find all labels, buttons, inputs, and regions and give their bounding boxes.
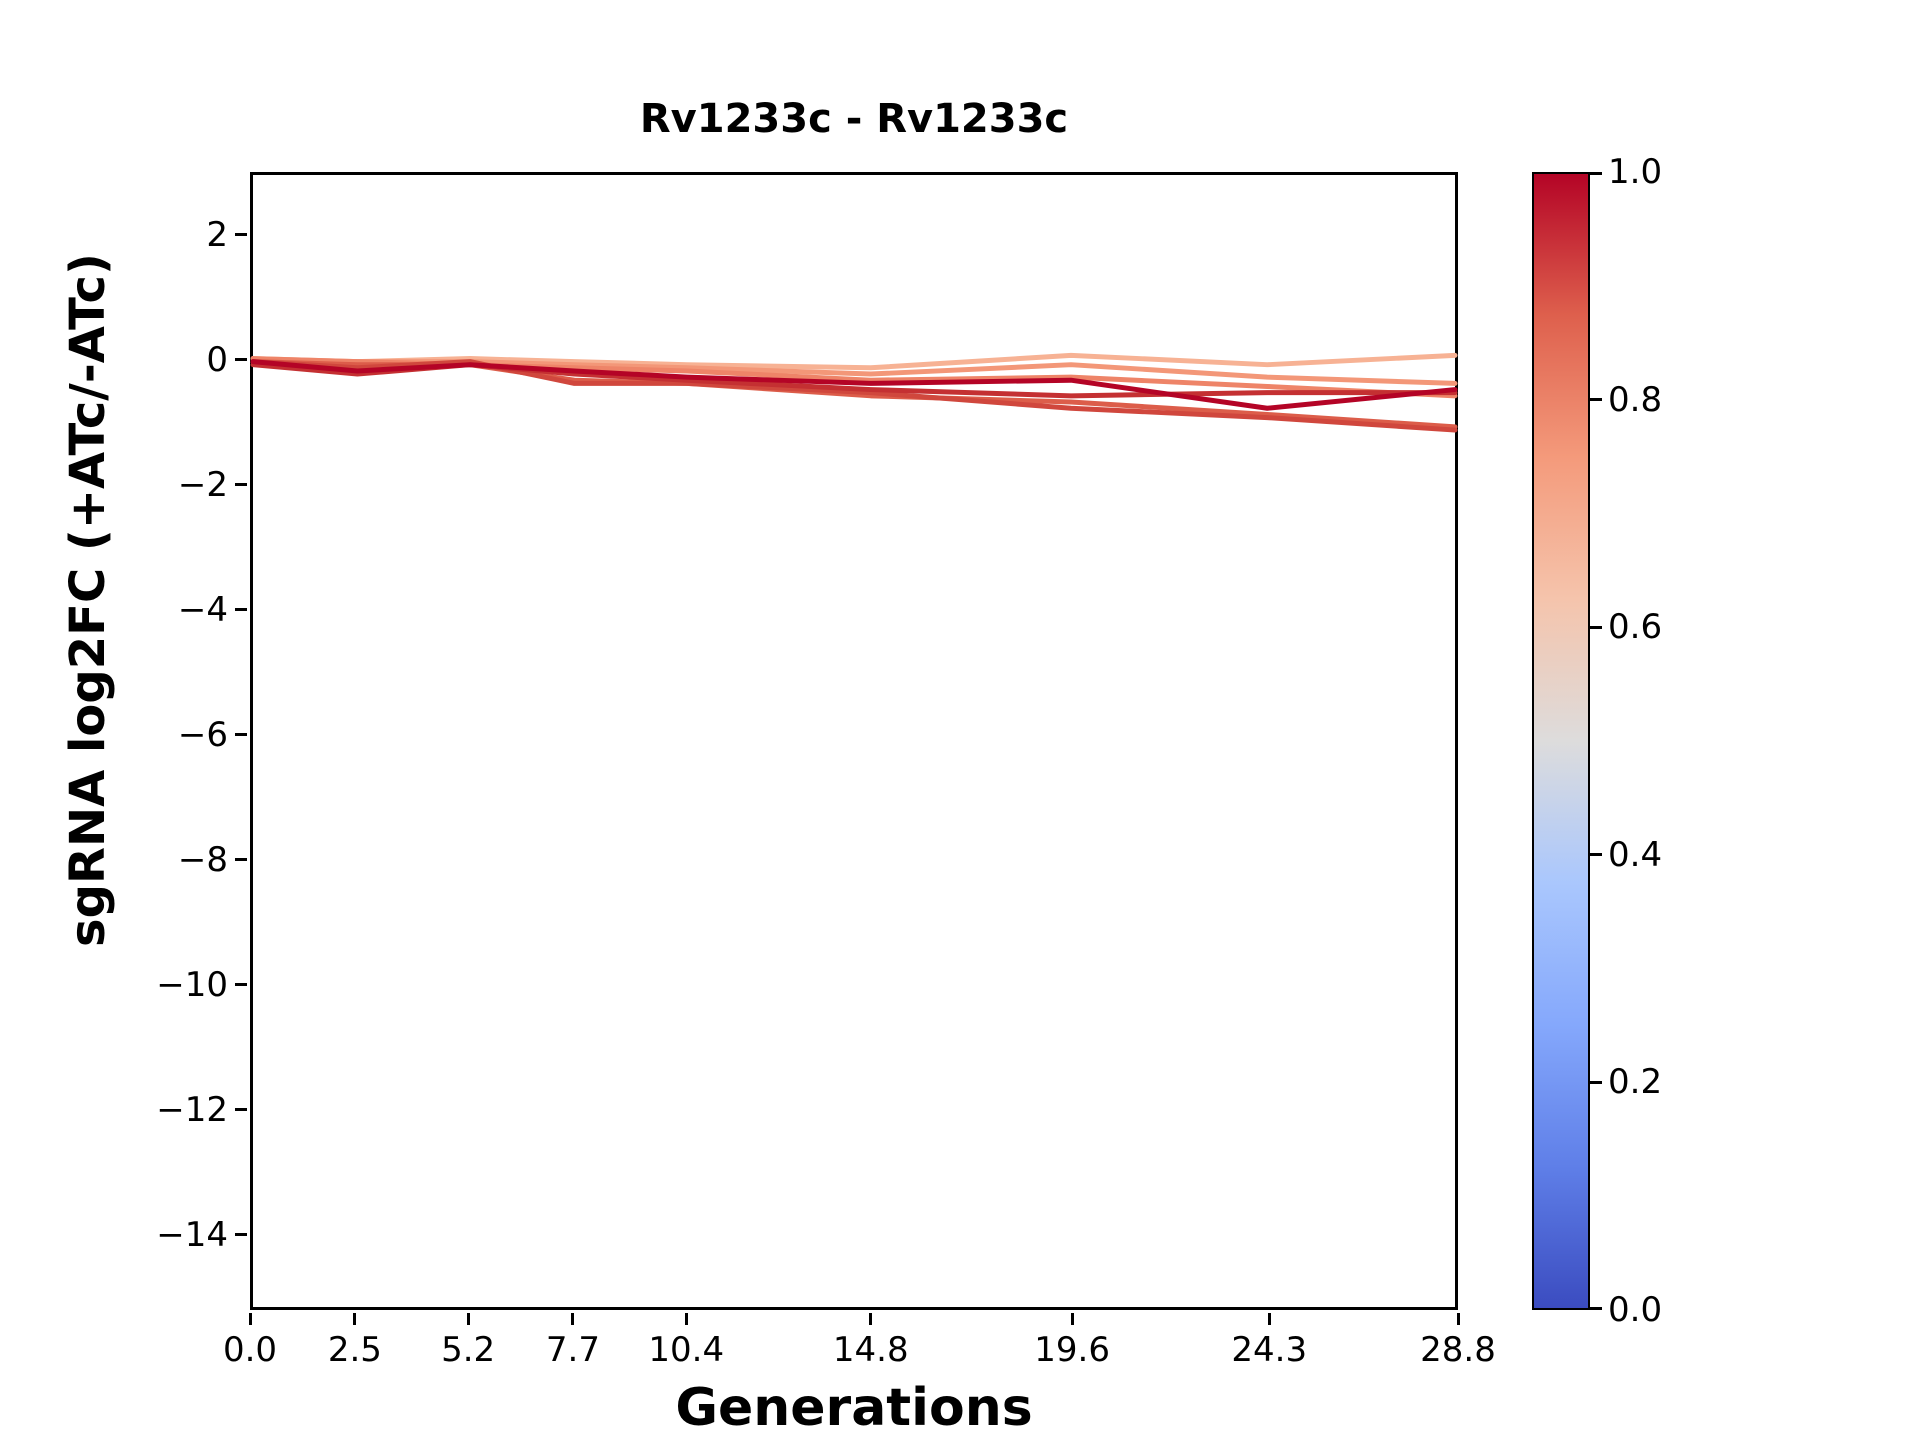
- y-tick-label: −4: [177, 589, 228, 630]
- colorbar-tick-mark: [1590, 1080, 1602, 1084]
- y-tick-mark: [235, 483, 247, 487]
- plot-area: [250, 172, 1458, 1310]
- colorbar-tick-mark: [1590, 172, 1602, 175]
- x-tick-mark: [248, 1313, 252, 1325]
- y-tick-mark: [235, 1108, 247, 1112]
- x-tick-mark: [869, 1313, 873, 1325]
- colorbar-tick-mark: [1590, 1307, 1602, 1310]
- series-line: [250, 359, 1458, 411]
- x-axis-label: Generations: [675, 1378, 1033, 1438]
- colorbar: [1532, 172, 1590, 1310]
- y-tick-mark: [235, 233, 247, 237]
- series-line: [250, 359, 1458, 433]
- x-tick-label: 19.6: [1034, 1330, 1110, 1370]
- x-tick-label: 10.4: [648, 1330, 725, 1370]
- y-tick-label: −2: [177, 464, 228, 505]
- x-tick-mark: [466, 1313, 470, 1325]
- x-tick-mark: [684, 1313, 688, 1325]
- x-tick-label: 2.5: [327, 1330, 382, 1370]
- colorbar-tick-label: 0.2: [1608, 1062, 1663, 1103]
- x-tick-mark: [1070, 1313, 1074, 1325]
- colorbar-tick-mark: [1590, 853, 1602, 857]
- x-tick-label: 14.8: [832, 1330, 909, 1370]
- y-tick-mark: [235, 1233, 247, 1237]
- y-tick-label: −6: [177, 714, 228, 755]
- y-tick-mark: [235, 608, 247, 612]
- y-tick-label: 2: [206, 214, 228, 255]
- y-tick-label: 0: [206, 339, 228, 380]
- y-tick-mark: [235, 358, 247, 362]
- y-tick-mark: [235, 858, 247, 862]
- y-tick-mark: [235, 983, 247, 987]
- colorbar-tick-label: 0.8: [1608, 379, 1663, 420]
- x-tick-label: 24.3: [1231, 1330, 1308, 1370]
- y-tick-label: −14: [156, 1214, 228, 1255]
- x-tick-label: 5.2: [441, 1330, 496, 1370]
- x-tick-mark: [571, 1313, 575, 1325]
- colorbar-tick-mark: [1590, 625, 1602, 629]
- colorbar-tick-label: 0.4: [1608, 834, 1663, 875]
- y-tick-label: −8: [177, 839, 228, 880]
- colorbar-tick-label: 0.0: [1608, 1290, 1663, 1330]
- x-tick-label: 0.0: [222, 1330, 278, 1370]
- y-tick-mark: [235, 733, 247, 737]
- y-tick-label: −10: [156, 964, 228, 1005]
- chart-title: Rv1233c - Rv1233c: [639, 96, 1069, 142]
- colorbar-tick-label: 1.0: [1608, 152, 1663, 192]
- x-tick-label: 7.7: [545, 1330, 601, 1370]
- x-tick-mark: [1456, 1313, 1460, 1325]
- line-chart: [250, 352, 1458, 433]
- x-tick-label: 28.8: [1420, 1330, 1496, 1370]
- x-tick-mark: [1267, 1313, 1271, 1325]
- y-tick-label: −12: [156, 1089, 228, 1130]
- colorbar-tick-label: 0.6: [1608, 607, 1663, 648]
- x-tick-mark: [353, 1313, 357, 1325]
- y-axis-label: sgRNA log2FC (+ATc/-ATc): [60, 253, 116, 947]
- colorbar-tick-mark: [1590, 398, 1602, 402]
